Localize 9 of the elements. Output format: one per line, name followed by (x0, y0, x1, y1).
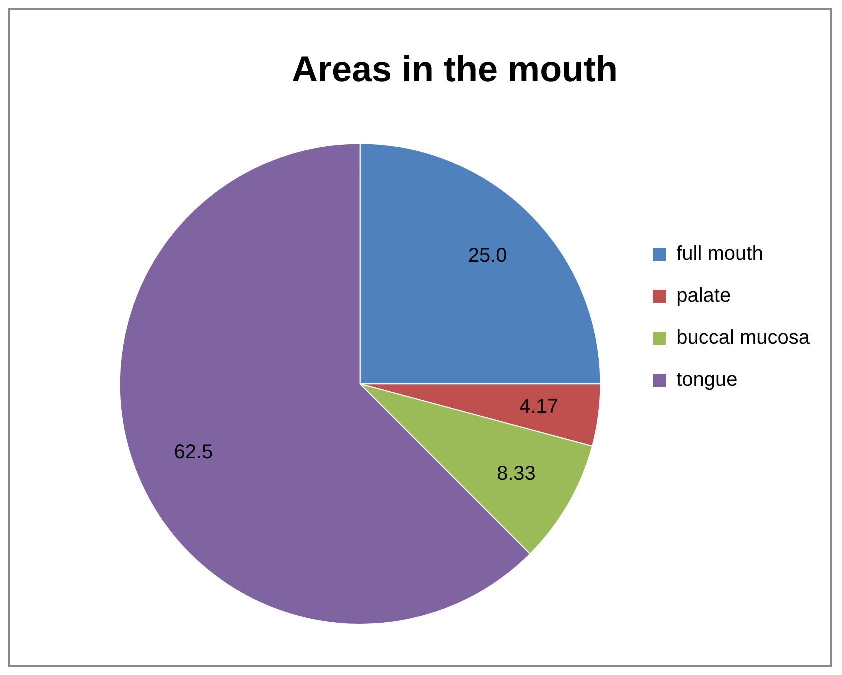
legend-label: buccal mucosa (676, 327, 811, 350)
legend-label: full mouth (676, 243, 764, 266)
legend-label: palate (676, 285, 732, 308)
data-label: 4.17 (520, 396, 559, 418)
data-label: 62.5 (174, 442, 214, 464)
data-label: 25.0 (468, 245, 508, 268)
chart-title: Areas in the mouth (292, 48, 618, 90)
data-label: 8.33 (496, 462, 536, 485)
legend-label: tongue (676, 369, 738, 392)
